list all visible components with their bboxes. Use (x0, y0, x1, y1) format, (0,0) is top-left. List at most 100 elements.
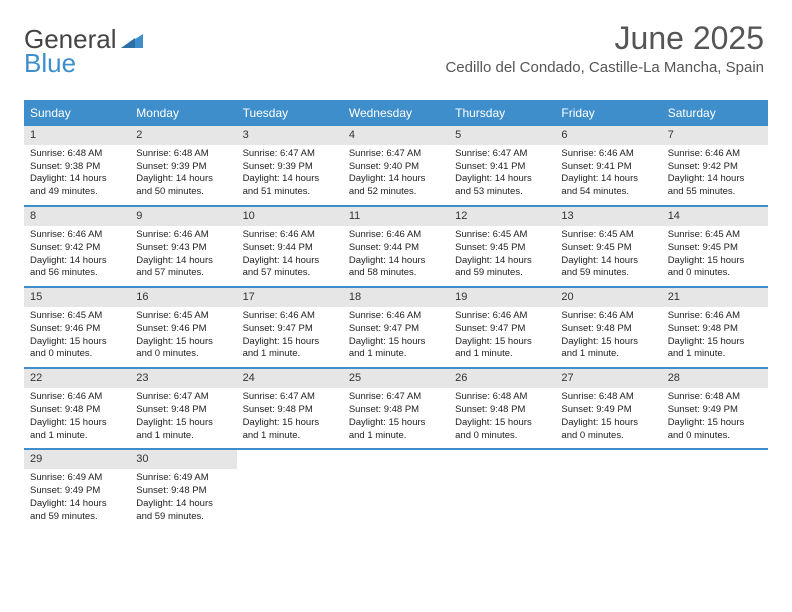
day-cell: 14Sunrise: 6:45 AMSunset: 9:45 PMDayligh… (662, 207, 768, 286)
day-body: Sunrise: 6:46 AMSunset: 9:44 PMDaylight:… (237, 226, 343, 286)
daylight-text: Daylight: 15 hours (136, 417, 230, 430)
sunset-text: Sunset: 9:39 PM (136, 161, 230, 174)
daylight-text: Daylight: 15 hours (349, 336, 443, 349)
day-cell: 27Sunrise: 6:48 AMSunset: 9:49 PMDayligh… (555, 369, 661, 448)
sunset-text: Sunset: 9:43 PM (136, 242, 230, 255)
daylight-text: Daylight: 15 hours (561, 417, 655, 430)
month-title: June 2025 (445, 20, 764, 57)
daylight-text: and 1 minute. (243, 348, 337, 361)
sunset-text: Sunset: 9:46 PM (136, 323, 230, 336)
sunrise-text: Sunrise: 6:46 AM (349, 310, 443, 323)
sunset-text: Sunset: 9:49 PM (668, 404, 762, 417)
sunrise-text: Sunrise: 6:47 AM (243, 148, 337, 161)
day-cell: 11Sunrise: 6:46 AMSunset: 9:44 PMDayligh… (343, 207, 449, 286)
daylight-text: Daylight: 15 hours (136, 336, 230, 349)
day-cell: 15Sunrise: 6:45 AMSunset: 9:46 PMDayligh… (24, 288, 130, 367)
daylight-text: Daylight: 15 hours (668, 255, 762, 268)
week-row: 15Sunrise: 6:45 AMSunset: 9:46 PMDayligh… (24, 288, 768, 369)
daylight-text: Daylight: 15 hours (668, 336, 762, 349)
daylight-text: and 0 minutes. (561, 430, 655, 443)
day-cell: 24Sunrise: 6:47 AMSunset: 9:48 PMDayligh… (237, 369, 343, 448)
day-cell: 4Sunrise: 6:47 AMSunset: 9:40 PMDaylight… (343, 126, 449, 205)
sunrise-text: Sunrise: 6:48 AM (136, 148, 230, 161)
sunrise-text: Sunrise: 6:46 AM (561, 148, 655, 161)
sunset-text: Sunset: 9:48 PM (243, 404, 337, 417)
day-number: 25 (343, 369, 449, 388)
sunrise-text: Sunrise: 6:47 AM (455, 148, 549, 161)
sunrise-text: Sunrise: 6:47 AM (349, 148, 443, 161)
day-cell: 8Sunrise: 6:46 AMSunset: 9:42 PMDaylight… (24, 207, 130, 286)
daylight-text: Daylight: 14 hours (136, 498, 230, 511)
day-number: 21 (662, 288, 768, 307)
day-number: 23 (130, 369, 236, 388)
day-number: 10 (237, 207, 343, 226)
sunset-text: Sunset: 9:49 PM (561, 404, 655, 417)
day-number: 2 (130, 126, 236, 145)
day-body: Sunrise: 6:46 AMSunset: 9:48 PMDaylight:… (662, 307, 768, 367)
daylight-text: and 1 minute. (668, 348, 762, 361)
daylight-text: and 0 minutes. (136, 348, 230, 361)
day-number: 12 (449, 207, 555, 226)
daylight-text: and 52 minutes. (349, 186, 443, 199)
day-body: Sunrise: 6:47 AMSunset: 9:40 PMDaylight:… (343, 145, 449, 205)
week-row: 1Sunrise: 6:48 AMSunset: 9:38 PMDaylight… (24, 126, 768, 207)
daylight-text: and 1 minute. (349, 430, 443, 443)
day-number: 1 (24, 126, 130, 145)
sunset-text: Sunset: 9:47 PM (243, 323, 337, 336)
day-number: 28 (662, 369, 768, 388)
day-cell: 19Sunrise: 6:46 AMSunset: 9:47 PMDayligh… (449, 288, 555, 367)
day-number: 11 (343, 207, 449, 226)
sunset-text: Sunset: 9:47 PM (349, 323, 443, 336)
daylight-text: and 59 minutes. (455, 267, 549, 280)
daylight-text: and 58 minutes. (349, 267, 443, 280)
day-number: 30 (130, 450, 236, 469)
sunrise-text: Sunrise: 6:46 AM (243, 229, 337, 242)
daylight-text: and 1 minute. (243, 430, 337, 443)
day-body: Sunrise: 6:48 AMSunset: 9:49 PMDaylight:… (662, 388, 768, 448)
day-number: 4 (343, 126, 449, 145)
sunrise-text: Sunrise: 6:48 AM (30, 148, 124, 161)
sunset-text: Sunset: 9:45 PM (668, 242, 762, 255)
day-number: 3 (237, 126, 343, 145)
daylight-text: and 1 minute. (349, 348, 443, 361)
daylight-text: and 57 minutes. (243, 267, 337, 280)
day-cell: 22Sunrise: 6:46 AMSunset: 9:48 PMDayligh… (24, 369, 130, 448)
sunset-text: Sunset: 9:48 PM (561, 323, 655, 336)
day-body: Sunrise: 6:47 AMSunset: 9:48 PMDaylight:… (343, 388, 449, 448)
sunrise-text: Sunrise: 6:46 AM (349, 229, 443, 242)
daylight-text: Daylight: 14 hours (455, 255, 549, 268)
day-cell: 30Sunrise: 6:49 AMSunset: 9:48 PMDayligh… (130, 450, 236, 529)
day-body: Sunrise: 6:46 AMSunset: 9:42 PMDaylight:… (24, 226, 130, 286)
day-number: 24 (237, 369, 343, 388)
day-number: 6 (555, 126, 661, 145)
day-number: 27 (555, 369, 661, 388)
day-cell: 3Sunrise: 6:47 AMSunset: 9:39 PMDaylight… (237, 126, 343, 205)
sunset-text: Sunset: 9:48 PM (136, 404, 230, 417)
day-cell: 1Sunrise: 6:48 AMSunset: 9:38 PMDaylight… (24, 126, 130, 205)
location-text: Cedillo del Condado, Castille-La Mancha,… (445, 59, 764, 76)
daylight-text: Daylight: 14 hours (349, 173, 443, 186)
day-body: Sunrise: 6:46 AMSunset: 9:48 PMDaylight:… (24, 388, 130, 448)
week-row: 22Sunrise: 6:46 AMSunset: 9:48 PMDayligh… (24, 369, 768, 450)
daylight-text: Daylight: 14 hours (30, 498, 124, 511)
day-cell: 25Sunrise: 6:47 AMSunset: 9:48 PMDayligh… (343, 369, 449, 448)
day-body: Sunrise: 6:47 AMSunset: 9:39 PMDaylight:… (237, 145, 343, 205)
weekday-header: Wednesday (343, 100, 449, 126)
day-body: Sunrise: 6:49 AMSunset: 9:48 PMDaylight:… (130, 469, 236, 529)
daylight-text: Daylight: 15 hours (349, 417, 443, 430)
day-body: Sunrise: 6:45 AMSunset: 9:46 PMDaylight:… (24, 307, 130, 367)
weekday-header: Thursday (449, 100, 555, 126)
day-cell: 18Sunrise: 6:46 AMSunset: 9:47 PMDayligh… (343, 288, 449, 367)
sunset-text: Sunset: 9:45 PM (561, 242, 655, 255)
sunset-text: Sunset: 9:45 PM (455, 242, 549, 255)
sunrise-text: Sunrise: 6:47 AM (136, 391, 230, 404)
day-cell: 26Sunrise: 6:48 AMSunset: 9:48 PMDayligh… (449, 369, 555, 448)
sunset-text: Sunset: 9:44 PM (243, 242, 337, 255)
sunrise-text: Sunrise: 6:45 AM (30, 310, 124, 323)
sunset-text: Sunset: 9:46 PM (30, 323, 124, 336)
day-body: Sunrise: 6:48 AMSunset: 9:39 PMDaylight:… (130, 145, 236, 205)
daylight-text: and 57 minutes. (136, 267, 230, 280)
sunrise-text: Sunrise: 6:46 AM (243, 310, 337, 323)
sunset-text: Sunset: 9:41 PM (455, 161, 549, 174)
daylight-text: Daylight: 14 hours (668, 173, 762, 186)
